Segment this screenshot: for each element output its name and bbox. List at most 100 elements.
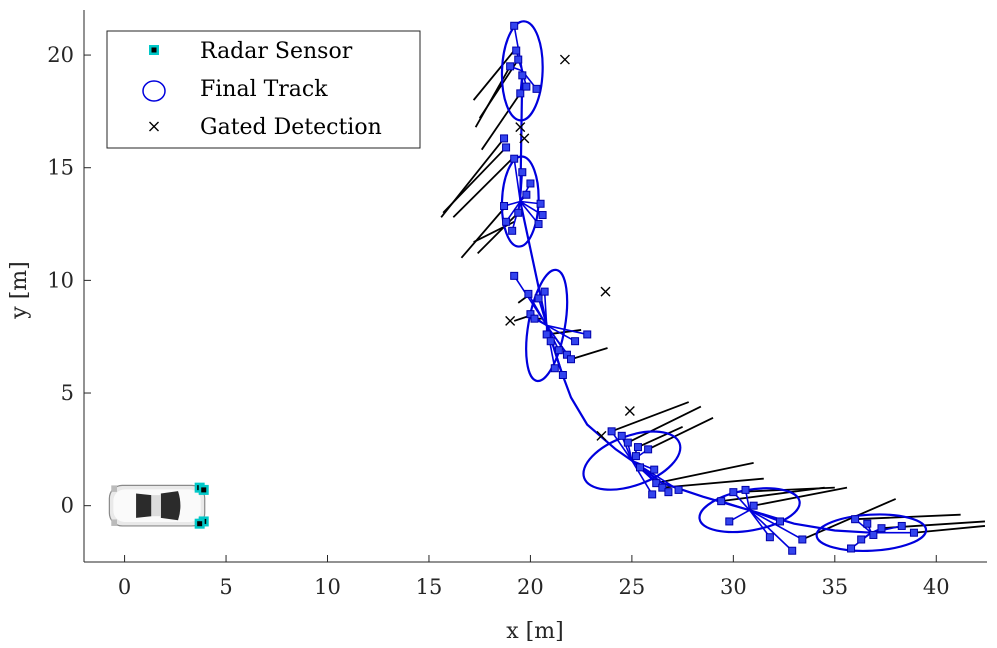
track-spoke — [749, 509, 803, 541]
detection-point — [540, 287, 549, 296]
detection-point — [583, 330, 592, 339]
velocity-line — [647, 416, 714, 451]
detection-point — [522, 82, 531, 91]
detection-point — [644, 445, 653, 454]
detection-point — [508, 226, 517, 235]
detection-point — [741, 485, 750, 494]
velocity-line — [477, 212, 519, 254]
x-tick-label: 0 — [118, 575, 131, 599]
detection-point — [765, 533, 774, 542]
legend-track-marker — [142, 80, 166, 102]
velocity-lines — [440, 49, 986, 541]
detection-point — [502, 217, 511, 226]
detection-point — [652, 479, 661, 488]
detection-point — [526, 179, 535, 188]
car-rear-window — [136, 493, 152, 518]
detection-point — [522, 190, 531, 199]
y-tick-label: 5 — [61, 381, 74, 405]
detection-point — [617, 431, 626, 440]
car-windshield — [160, 491, 181, 521]
detection-point — [532, 84, 541, 93]
detection-point — [788, 546, 797, 555]
detection-point — [516, 89, 525, 98]
legend-box — [106, 30, 421, 149]
track-ellipse — [525, 268, 569, 383]
x-tick-label: 15 — [416, 575, 443, 599]
velocity-line — [460, 205, 507, 259]
detection-point — [510, 271, 519, 280]
detection-point — [514, 208, 523, 217]
gated-detection-point — [505, 315, 516, 326]
detection-point — [510, 21, 519, 30]
detection-point — [518, 168, 527, 177]
car-roof — [151, 495, 161, 517]
detection-point — [648, 490, 657, 499]
legend-label-radar-sensor: Radar Sensor — [200, 39, 353, 64]
track-spoke — [631, 460, 653, 495]
track-ellipse — [500, 20, 544, 122]
detection-point — [518, 71, 527, 80]
detection-point — [633, 443, 642, 452]
gated-detection-point — [596, 430, 607, 441]
detection-point — [798, 535, 807, 544]
x-tick-label: 10 — [314, 575, 341, 599]
radar-sensor-marker-core — [201, 487, 207, 493]
detection-point — [550, 364, 559, 373]
x-tick-label: 20 — [517, 575, 544, 599]
detection-point — [534, 294, 543, 303]
detection-point — [909, 528, 918, 537]
track-spoke — [749, 509, 793, 552]
x-tick-label: 5 — [219, 575, 232, 599]
detection-point — [623, 438, 632, 447]
y-tick-label: 20 — [47, 43, 74, 67]
detection-point — [514, 55, 523, 64]
detection-point — [729, 488, 738, 497]
detection-point — [664, 488, 673, 497]
track-spoke — [527, 293, 548, 326]
ego-vehicle — [108, 484, 206, 527]
detection-point — [658, 483, 667, 492]
detection-point — [512, 46, 521, 55]
detection-point — [869, 530, 878, 539]
x-tick-label: 40 — [923, 575, 950, 599]
velocity-line — [656, 461, 754, 485]
x-tick-label: 30 — [720, 575, 747, 599]
track-spoke — [748, 509, 771, 538]
detection-point — [502, 143, 511, 152]
x-tick-label: 25 — [619, 575, 646, 599]
detection-point — [571, 337, 580, 346]
legend-detection-marker — [149, 121, 159, 132]
detection-point — [631, 452, 640, 461]
track-spoke — [543, 291, 548, 326]
detection-point — [863, 519, 872, 528]
track-spoke — [546, 324, 576, 342]
detection-point — [510, 154, 519, 163]
track-spoke — [513, 158, 522, 202]
velocity-line — [480, 92, 522, 151]
gated-detections — [505, 54, 635, 441]
detection-point — [717, 497, 726, 506]
y-axis-label: y [m] — [7, 261, 32, 319]
track-spoke — [546, 324, 588, 336]
track-ellipse — [815, 513, 928, 553]
y-tick-label: 10 — [47, 268, 74, 292]
detection-point — [562, 350, 571, 359]
velocity-line — [637, 425, 683, 448]
car-tail-light-right — [111, 519, 117, 526]
detection-point — [542, 330, 551, 339]
detection-point — [536, 199, 545, 208]
gated-detection-point — [624, 406, 635, 417]
detection-point — [607, 427, 616, 436]
velocity-line — [442, 146, 507, 214]
velocity-line — [452, 158, 513, 218]
velocity-line — [611, 401, 690, 433]
detection-point — [567, 355, 576, 364]
car-tail-light-left — [111, 485, 117, 492]
detection-point — [725, 517, 734, 526]
detection-point — [897, 521, 906, 530]
track-spoke — [720, 500, 750, 511]
x-axis-label: x [m] — [506, 619, 563, 644]
detection-point — [526, 310, 535, 319]
detection-point — [558, 370, 567, 379]
